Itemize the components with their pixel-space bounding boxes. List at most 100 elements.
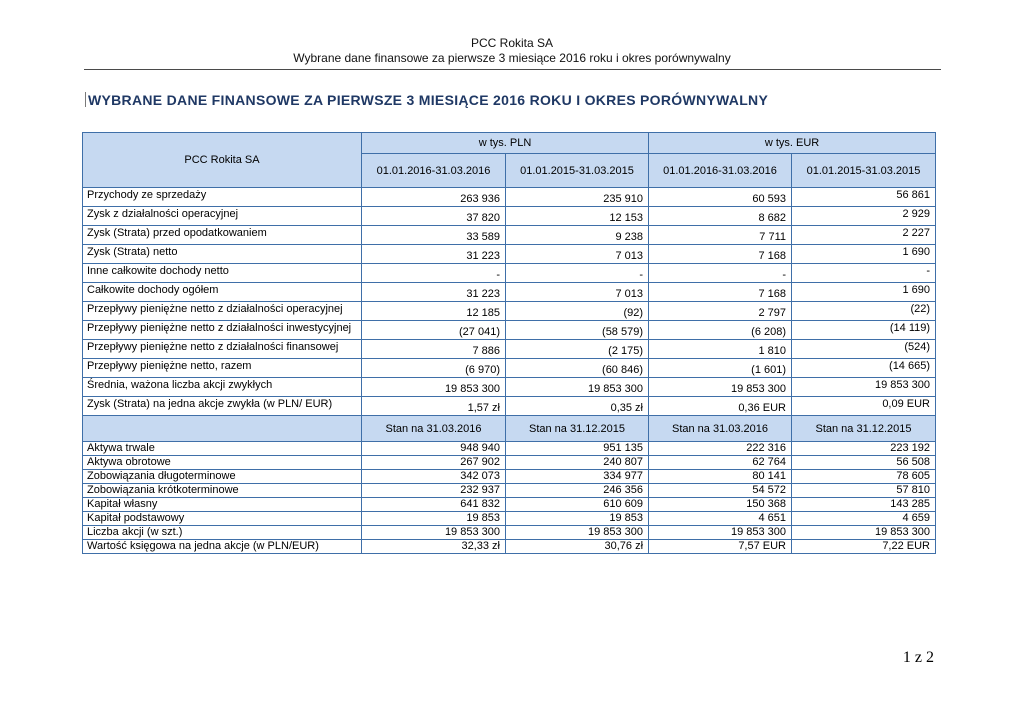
cell-value: 0,36 EUR [648,396,793,416]
cell-value: 19 853 300 [648,525,793,540]
cell-value: 267 902 [361,455,506,470]
cell-value: (2 175) [504,339,650,359]
row-label: Całkowite dochody ogółem [82,282,362,302]
document-header: PCC Rokita SA Wybrane dane finansowe za … [0,36,1024,66]
cell-value: (27 041) [361,320,506,340]
currency-group-eur: w tys. EUR [648,132,937,154]
table-row: Liczba akcji (w szt.) 19 853 300 19 853 30… [82,525,937,540]
cell-value: 143 285 [791,497,937,512]
balance-header-spacer [82,415,362,442]
table-row: Aktywa obrotowe 267 902 240 807 62 764 56 50… [82,455,937,470]
cell-value: 263 936 [361,187,506,207]
row-label: Liczba akcji (w szt.) [82,525,362,540]
cell-value: 7,22 EUR [791,539,937,554]
cell-value: (524) [791,339,937,359]
cell-value: 62 764 [648,455,793,470]
cell-value: 7 013 [504,244,650,264]
row-label: Zysk (Strata) na jedna akcje zwykła (w P… [82,396,362,416]
row-label: Zysk z działalności operacyjnej [82,206,362,226]
cell-value: 56 861 [791,187,937,207]
cell-value: - [791,263,937,283]
table-row: Przepływy pieniężne netto z działalności… [82,339,937,359]
header-rule [84,69,941,70]
table-row: Zysk z działalności operacyjnej 37 820 12 … [82,206,937,226]
cell-value: 1 810 [648,339,793,359]
row-label: Aktywa trwale [82,441,362,456]
page-title: WYBRANE DANE FINANSOWE ZA PIERWSZE 3 MIE… [85,92,768,108]
balance-header: Stan na 31.03.2016 [361,415,506,442]
cell-value: 4 659 [791,511,937,526]
cell-value: (6 970) [361,358,506,378]
table-row: Zysk (Strata) na jedna akcje zwykła (w P… [82,396,937,416]
cell-value: 235 910 [504,187,650,207]
table-row: Aktywa trwale 948 940 951 135 222 316 223 19… [82,441,937,456]
cell-value: 33 589 [361,225,506,245]
cell-value: 57 810 [791,483,937,498]
financial-table: PCC Rokita SA w tys. PLN w tys. EUR 01.0… [82,132,937,554]
cell-value: 223 192 [791,441,937,456]
balance-header: Stan na 31.12.2015 [504,415,650,442]
row-label: Kapitał własny [82,497,362,512]
row-label: Średnia, ważona liczba akcji zwykłych [82,377,362,397]
cell-value: 7 168 [648,282,793,302]
cell-value: 7,57 EUR [648,539,793,554]
cell-value: 8 682 [648,206,793,226]
row-label: Przepływy pieniężne netto, razem [82,358,362,378]
cell-value: 30,76 zł [504,539,650,554]
cell-value: 19 853 300 [504,525,650,540]
cell-value: (6 208) [648,320,793,340]
cell-value: 19 853 300 [648,377,793,397]
cell-value: 1 690 [791,244,937,264]
page-number: 1 z 2 [902,649,934,666]
table-row: Całkowite dochody ogółem 31 223 7 013 7 168… [82,282,937,302]
currency-header-row: PCC Rokita SA w tys. PLN w tys. EUR [82,132,937,188]
cell-value: 31 223 [361,282,506,302]
cell-value: (14 665) [791,358,937,378]
table-row: Kapitał własny 641 832 610 609 150 368 143 2… [82,497,937,512]
table-row: Przepływy pieniężne netto, razem (6 970)(… [82,358,937,378]
cell-value: 7 886 [361,339,506,359]
cell-value: 19 853 300 [504,377,650,397]
page-title-text: WYBRANE DANE FINANSOWE ZA PIERWSZE 3 MIE… [88,92,769,108]
cell-value: (58 579) [504,320,650,340]
cell-value: 78 605 [791,469,937,484]
table-row: Zobowiązania długoterminowe 342 073 334 97… [82,469,937,484]
cell-value: (22) [791,301,937,321]
table-row: Zysk (Strata) netto 31 223 7 013 7 168 1 690 [82,244,937,264]
cell-value: 37 820 [361,206,506,226]
cell-value: 19 853 300 [361,377,506,397]
row-label: Aktywa obrotowe [82,455,362,470]
row-label: Zobowiązania długoterminowe [82,469,362,484]
cell-value: 7 013 [504,282,650,302]
cell-value: 1,57 zł [361,396,506,416]
cell-value: 7 168 [648,244,793,264]
cell-value: 31 223 [361,244,506,264]
cell-value: 9 238 [504,225,650,245]
cell-value: 19 853 300 [791,525,937,540]
cell-value: 19 853 [504,511,650,526]
cell-value: 7 711 [648,225,793,245]
cell-value: 334 977 [504,469,650,484]
cell-value: 610 609 [504,497,650,512]
cell-value: - [504,263,650,283]
cell-value: 641 832 [361,497,506,512]
row-label: Kapitał podstawowy [82,511,362,526]
cell-value: 240 807 [504,455,650,470]
cell-value: 80 141 [648,469,793,484]
cell-value: 32,33 zł [361,539,506,554]
table-row: Przychody ze sprzedaży 263 936 235 910 60 5… [82,187,937,207]
cell-value: 1 690 [791,282,937,302]
table-row: Średnia, ważona liczba akcji zwykłych 19 … [82,377,937,397]
cell-value: 60 593 [648,187,793,207]
table-row: Wartość księgowa na jedna akcje (w PLN/E… [82,539,937,554]
text-cursor [85,92,86,107]
cell-value: (60 846) [504,358,650,378]
row-label: Wartość księgowa na jedna akcje (w PLN/E… [82,539,362,554]
balance-header-row: Stan na 31.03.2016 Stan na 31.12.2015 St… [82,415,937,442]
cell-value: 232 937 [361,483,506,498]
income-body: Przychody ze sprzedaży 263 936 235 910 60 5… [82,187,937,416]
period-header: 01.01.2015-31.03.2015 [504,153,650,188]
cell-value: 19 853 300 [791,377,937,397]
balance-body: Aktywa trwale 948 940 951 135 222 316 223 19… [82,441,937,554]
